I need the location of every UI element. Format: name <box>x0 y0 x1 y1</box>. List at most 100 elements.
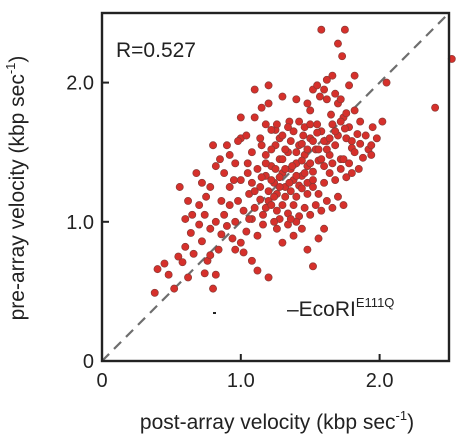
data-point <box>195 201 204 210</box>
data-point <box>354 164 363 173</box>
data-point <box>209 141 217 150</box>
data-point <box>247 148 256 157</box>
data-point <box>284 123 292 132</box>
x-axis-label-superscript: -1 <box>396 408 408 423</box>
data-point <box>234 196 242 205</box>
x-axis-label: post-array velocity (kbp sec-1) <box>140 408 414 434</box>
data-point <box>272 206 281 215</box>
data-point <box>372 134 381 143</box>
data-point <box>270 217 279 226</box>
data-point <box>311 201 320 210</box>
data-point <box>292 95 301 104</box>
data-point <box>256 183 265 191</box>
data-point <box>278 92 287 101</box>
data-point <box>342 109 351 118</box>
data-point <box>272 120 281 129</box>
data-point <box>211 217 220 226</box>
data-point <box>256 195 265 204</box>
data-point <box>331 141 340 150</box>
legend-text: –EcoRI <box>287 298 356 321</box>
data-point <box>320 85 329 94</box>
data-point <box>267 176 276 184</box>
data-point <box>278 238 287 247</box>
data-point <box>236 238 245 247</box>
y-tick-label: 2.0 <box>66 73 94 95</box>
data-point <box>285 178 294 187</box>
x-tick-label: 0 <box>96 370 107 392</box>
data-point <box>345 81 354 90</box>
y-axis-ticks: 0 1.0 2.0 <box>66 73 109 373</box>
y-tick-label: 1.0 <box>66 212 94 234</box>
data-point <box>253 164 262 173</box>
data-point <box>216 155 224 164</box>
data-point <box>202 192 211 201</box>
data-point <box>361 131 370 140</box>
data-point <box>200 269 209 278</box>
data-point <box>314 190 323 198</box>
data-point <box>286 187 295 196</box>
data-point <box>350 106 359 115</box>
data-point <box>328 71 337 80</box>
data-point <box>292 148 301 157</box>
data-point <box>225 183 234 191</box>
data-point <box>286 137 295 146</box>
data-point <box>217 230 226 239</box>
data-point <box>297 224 306 233</box>
data-point <box>231 245 240 254</box>
data-point <box>320 224 329 233</box>
data-point <box>303 145 312 154</box>
data-point <box>225 151 234 159</box>
data-point <box>340 25 349 34</box>
data-point <box>292 171 301 180</box>
y-axis-label-superscript: -1 <box>3 63 18 75</box>
data-point <box>160 259 169 268</box>
data-point <box>297 156 306 165</box>
data-point <box>236 113 245 122</box>
data-point <box>320 162 329 171</box>
data-point <box>220 169 229 178</box>
data-point <box>229 176 238 184</box>
data-point <box>270 192 279 201</box>
data-point <box>178 258 187 267</box>
data-point <box>250 187 259 196</box>
data-point <box>175 183 184 191</box>
data-point <box>378 117 387 126</box>
data-point <box>197 237 206 246</box>
data-point <box>317 155 326 164</box>
data-point <box>206 224 215 233</box>
data-point <box>259 220 267 229</box>
data-point <box>267 201 276 210</box>
data-point <box>264 273 273 282</box>
data-point <box>309 183 317 191</box>
data-point <box>275 183 284 191</box>
data-point <box>345 159 354 168</box>
data-point <box>214 245 223 254</box>
data-point <box>264 187 273 196</box>
data-point <box>315 92 324 101</box>
data-point <box>236 176 245 184</box>
data-point <box>356 117 365 126</box>
y-axis-label-main: pre-array velocity (kbp sec <box>6 74 29 320</box>
data-point <box>234 137 242 146</box>
data-point <box>350 71 359 80</box>
data-point <box>300 169 309 178</box>
y-axis-label-tail: ) <box>6 56 29 63</box>
data-point <box>239 248 248 257</box>
data-points <box>150 25 456 297</box>
data-point <box>281 192 290 201</box>
data-point <box>342 173 351 182</box>
data-point <box>339 201 348 210</box>
data-point <box>197 178 206 187</box>
data-point <box>356 139 365 148</box>
data-point <box>353 130 362 139</box>
data-point <box>243 159 252 168</box>
data-point <box>309 137 317 146</box>
data-point <box>250 85 259 94</box>
plot-area <box>100 11 456 363</box>
data-point <box>272 224 281 233</box>
diagonal-reference-line <box>101 12 450 362</box>
data-point <box>288 162 297 171</box>
data-point <box>292 192 301 201</box>
data-point <box>267 125 276 134</box>
